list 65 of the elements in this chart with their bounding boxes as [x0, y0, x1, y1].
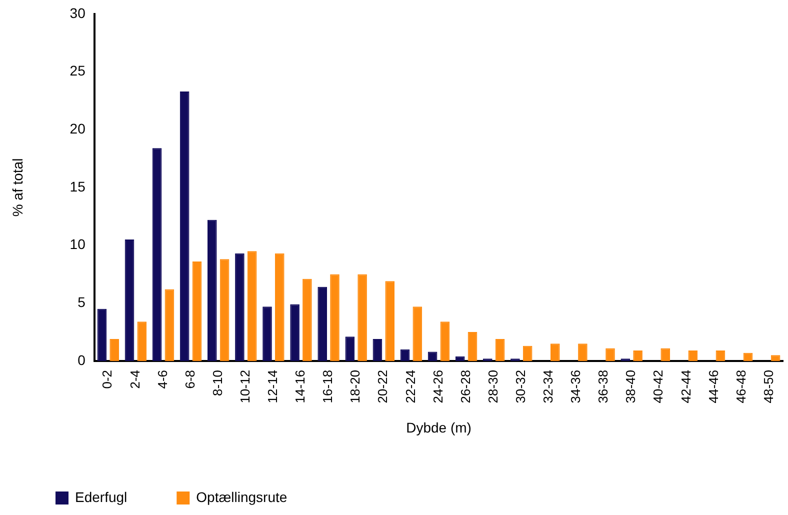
x-tick-label: 8-10 — [210, 370, 225, 396]
bar — [137, 322, 147, 361]
legend-label: Ederfugl — [75, 488, 128, 505]
bar — [385, 281, 394, 361]
bar — [302, 278, 312, 361]
y-tick-label: 0 — [78, 352, 86, 368]
bar — [372, 338, 382, 361]
x-tick-label: 12-14 — [265, 370, 280, 404]
x-tick-label: 40-42 — [650, 370, 666, 404]
bar — [192, 261, 202, 361]
x-tick-label: 44-46 — [706, 370, 721, 404]
bar — [550, 344, 560, 361]
y-tick-label: 30 — [70, 4, 86, 21]
bar — [578, 344, 588, 361]
bar — [208, 220, 217, 361]
bar — [124, 240, 134, 361]
bar — [152, 148, 162, 361]
y-tick-label: 20 — [70, 120, 86, 137]
x-tick-label: 42-44 — [678, 370, 694, 404]
bar — [247, 251, 257, 361]
x-tick-label: 30-32 — [512, 370, 528, 404]
bar — [262, 306, 272, 361]
bar — [358, 274, 367, 361]
bar — [345, 336, 355, 361]
x-tick-label: 10-12 — [237, 370, 252, 404]
x-tick-label: 4-6 — [154, 370, 170, 389]
x-tick-label: 26-28 — [458, 370, 473, 404]
x-axis-title: Dybde (m) — [406, 419, 472, 436]
x-tick-label: 18-20 — [348, 370, 363, 404]
x-tick-label: 38-40 — [623, 370, 638, 404]
bar — [330, 274, 340, 361]
x-tick-label: 46-48 — [733, 370, 748, 404]
y-tick-label: 5 — [78, 294, 86, 310]
x-tick-label: 0-2 — [100, 370, 115, 389]
y-tick-label: 10 — [70, 236, 86, 252]
x-tick-label: 16-18 — [320, 370, 336, 404]
bar — [275, 253, 284, 361]
bar — [495, 338, 505, 361]
x-tick-label: 48-50 — [760, 370, 776, 404]
x-tick-label: 34-36 — [568, 370, 584, 404]
x-tick-label: 2-4 — [127, 370, 142, 389]
bar — [318, 286, 327, 361]
bar — [180, 91, 190, 361]
bar — [97, 308, 107, 361]
bar — [110, 338, 119, 361]
bar — [440, 322, 450, 361]
x-tick-label: 6-8 — [182, 370, 198, 389]
y-tick-label: 25 — [70, 62, 86, 79]
bar — [412, 306, 422, 361]
x-tick-label: 32-34 — [540, 370, 556, 404]
x-tick-label: 20-22 — [375, 370, 390, 404]
bar — [235, 253, 244, 361]
bar — [468, 332, 478, 361]
bar — [290, 304, 300, 361]
y-axis-title: % af total — [9, 158, 26, 217]
bar — [164, 289, 174, 361]
x-tick-label: 14-16 — [292, 370, 308, 404]
x-tick-label: 28-30 — [485, 370, 500, 404]
x-tick-label: 36-38 — [596, 370, 611, 404]
bar — [455, 356, 465, 361]
y-tick-label: 15 — [70, 178, 86, 194]
bar — [220, 259, 230, 361]
x-tick-label: 24-26 — [430, 370, 446, 404]
legend-label: Optællingsrute — [196, 488, 288, 505]
x-tick-label: 22-24 — [402, 370, 418, 404]
